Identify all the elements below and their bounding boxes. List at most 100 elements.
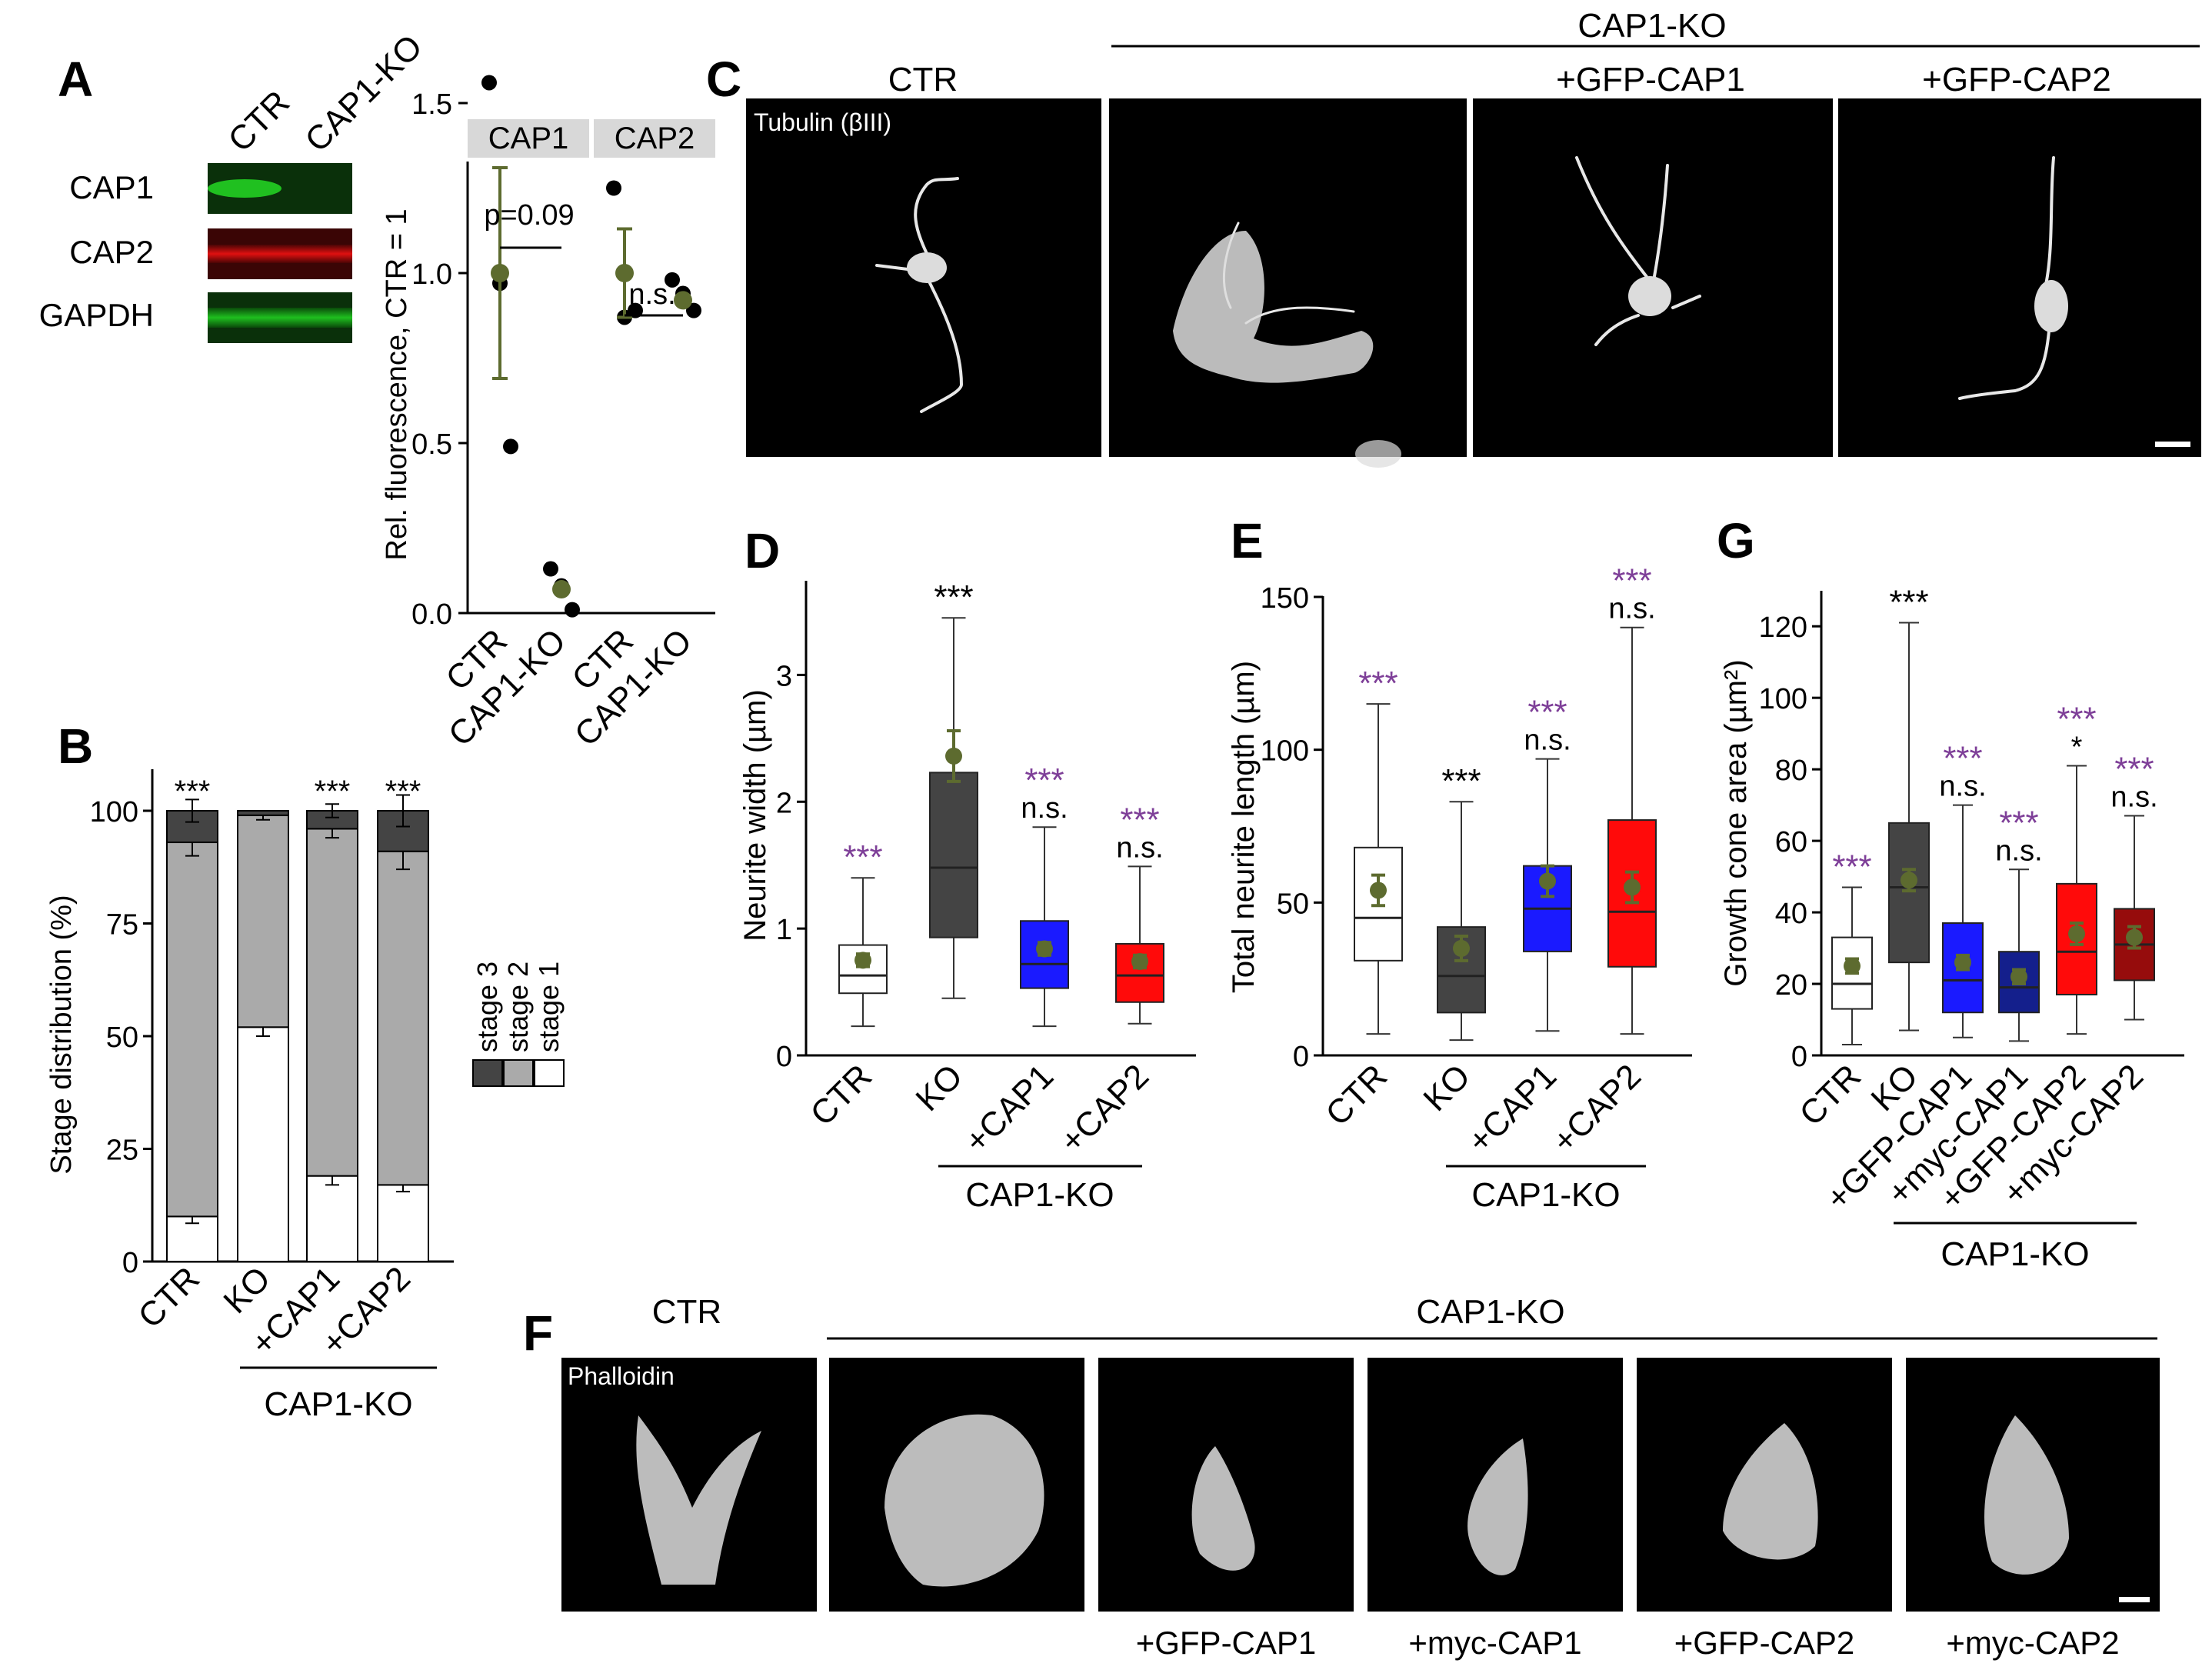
western-blot — [208, 163, 352, 343]
c-title-gfp-cap2: +GFP-CAP2 — [1922, 61, 2111, 98]
f-group-label: CAP1-KO — [1416, 1293, 1564, 1331]
panel-d-y-label: Neurite width (µm) — [738, 689, 772, 942]
a-ytick-label: 0.5 — [411, 428, 452, 461]
mean-point — [2126, 928, 2143, 946]
c-stain-label: Tubulin (βIII) — [754, 108, 891, 136]
significance-stars: *** — [1527, 694, 1567, 732]
a-ytick-label: 1.5 — [411, 88, 452, 121]
b-bar-segment — [166, 1215, 218, 1263]
blot-col-ctr: CTR — [221, 83, 297, 159]
a-data-point — [686, 302, 701, 318]
xtick-label: +CAP1 — [1461, 1057, 1564, 1160]
significance-stars: *** — [843, 838, 882, 876]
ytick-label: 50 — [1277, 888, 1309, 920]
significance-stars: *** — [2114, 751, 2154, 788]
panel-d-group-label: CAP1-KO — [965, 1176, 1114, 1214]
a-ytick-label: 0.0 — [411, 598, 452, 631]
panel-label-d: D — [745, 523, 780, 578]
ytick-label: 100 — [1261, 735, 1309, 768]
a-mean-point — [491, 264, 509, 282]
panel-b-y-label: Stage distribution (%) — [45, 895, 78, 1174]
mean-point — [1131, 953, 1148, 970]
panel-a: A CTR CAP1-KO CAP1 CAP2 GAPDH CAP1 CAP2 … — [39, 28, 715, 754]
b-ytick-label: 50 — [106, 1022, 138, 1054]
f-stain-label: Phalloidin — [568, 1362, 675, 1390]
significance-stars: *** — [1999, 804, 2038, 842]
mean-point — [1624, 878, 1641, 896]
panel-label-f: F — [523, 1305, 553, 1361]
significance-stars: *** — [1120, 801, 1159, 838]
a-data-point — [565, 602, 580, 618]
c-title-gfp-cap1: +GFP-CAP1 — [1556, 61, 1745, 98]
xtick-label: +CAP1 — [958, 1057, 1061, 1160]
facet-strip-cap2 — [594, 119, 715, 158]
b-bar-segment — [237, 810, 289, 816]
b-bar-segment — [306, 1175, 358, 1263]
mean-point — [1370, 882, 1387, 899]
a-data-point — [543, 561, 558, 577]
panel-label-g: G — [1717, 513, 1755, 568]
f-label-gfp-cap1: +GFP-CAP1 — [1136, 1625, 1317, 1661]
facet-strip-cap1 — [468, 119, 589, 158]
facet-label-cap2: CAP2 — [615, 122, 695, 155]
c-title-ctr: CTR — [888, 61, 958, 98]
significance-stars: *** — [2057, 700, 2096, 738]
f-scale-bar — [2119, 1597, 2150, 1602]
mean-point — [1036, 940, 1053, 958]
ytick-label: 150 — [1261, 582, 1309, 615]
box — [1888, 822, 1930, 964]
mean-point — [2068, 925, 2085, 942]
b-ytick-label: 100 — [90, 796, 138, 828]
blot-row-gapdh: GAPDH — [39, 297, 154, 333]
significance-stars: *** — [1889, 584, 1928, 622]
b-significance: *** — [385, 775, 421, 808]
ytick-label: 0 — [1293, 1041, 1309, 1073]
a-data-point — [665, 272, 680, 288]
sig-ns-a: n.s. — [628, 278, 675, 311]
xtick-label: +CAP2 — [1053, 1057, 1156, 1160]
panel-a-points — [481, 75, 701, 618]
panel-b-group-label: CAP1-KO — [264, 1385, 412, 1423]
panel-e-y-label: Total neurite length (µm) — [1227, 661, 1261, 993]
f-label-myc-cap1: +myc-CAP1 — [1408, 1625, 1581, 1661]
a-ytick-label: 1.0 — [411, 258, 452, 291]
xtick-label: CTR — [803, 1057, 879, 1133]
box — [1115, 942, 1164, 1003]
mean-point — [1453, 939, 1470, 957]
panel-d: D Neurite width (µm) 0 1 2 3 *** CTR *** KO n.s.… — [738, 523, 1196, 1214]
ytick-label: 40 — [1775, 898, 1807, 930]
ytick-label: 60 — [1775, 826, 1807, 858]
box — [929, 772, 978, 938]
ytick-label: 2 — [776, 787, 792, 819]
significance-stars: *** — [1441, 762, 1481, 800]
a-mean-point — [615, 264, 634, 282]
b-xtick-label: CTR — [131, 1259, 207, 1335]
b-bar-segment — [237, 1026, 289, 1263]
a-mean-point — [552, 580, 571, 599]
panel-e: E Total neurite length (µm) 0 50 100 150 ***… — [1227, 513, 1692, 1214]
b-bar-segment — [306, 828, 358, 1177]
panel-a-y-axis: 0.0 0.5 1.0 1.5 — [411, 88, 468, 631]
legend-stage1: stage 1 — [533, 962, 565, 1052]
significance-ns: * — [2071, 731, 2083, 763]
significance-stars: *** — [1612, 562, 1651, 600]
xtick-label: +CAP2 — [1545, 1057, 1648, 1160]
micrograph-ko — [1109, 98, 1467, 457]
mean-point — [854, 952, 871, 969]
xtick-label: CTR — [1318, 1057, 1394, 1133]
box — [2056, 882, 2097, 995]
blot-row-cap1: CAP1 — [69, 169, 154, 205]
panel-label-a: A — [58, 52, 93, 107]
significance-ns: n.s. — [1608, 593, 1655, 625]
panel-g-group-label: CAP1-KO — [1940, 1235, 2089, 1273]
ytick-label: 20 — [1775, 969, 1807, 1002]
significance-ns: n.s. — [1116, 832, 1163, 864]
micrograph-gfp-cap2 — [1838, 98, 2201, 457]
panel-label-c: C — [706, 52, 741, 107]
ytick-label: 3 — [776, 660, 792, 692]
sig-pvalue: p=0.09 — [484, 199, 574, 232]
panel-b-bars: ***CTR KO***+CAP1***+CAP2 — [131, 775, 429, 1363]
blot-row-cap2: CAP2 — [69, 234, 154, 270]
b-bar-segment — [237, 814, 289, 1028]
b-ytick-label: 0 — [122, 1247, 138, 1279]
